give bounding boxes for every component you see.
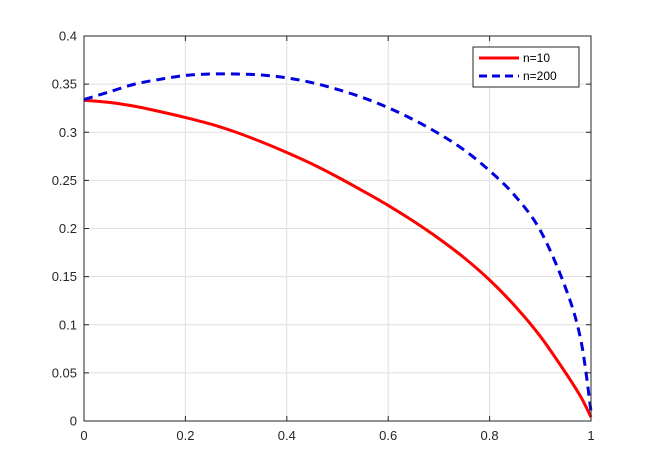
x-tick-label: 0.2 — [176, 428, 194, 443]
x-tick-label: 0.8 — [481, 428, 499, 443]
y-tick-label: 0.4 — [59, 29, 77, 44]
series-layer — [83, 72, 593, 418]
y-tick-label: 0.3 — [59, 125, 77, 140]
y-tick-label: 0.1 — [59, 317, 77, 332]
y-tick-label: 0.15 — [52, 269, 77, 284]
x-tick-label: 1 — [587, 428, 594, 443]
ticks: 0 0.2 0.4 0.6 0.8 1 0 0.05 0.1 0.15 0.2 0.25 0.3 0.35… — [52, 29, 595, 444]
x-tick-label: 0 — [80, 428, 87, 443]
x-tick-label: 0.6 — [379, 428, 397, 443]
x-tick-label: 0.4 — [278, 428, 296, 443]
series-line-2 — [83, 72, 593, 412]
y-tick-label: 0.35 — [52, 77, 77, 92]
legend-box — [472, 46, 580, 88]
legend-label-2: n=200 — [523, 69, 557, 83]
legend: n=10 n=200 — [472, 46, 580, 88]
y-tick-label: 0 — [70, 414, 77, 429]
legend-label-1: n=10 — [523, 51, 550, 65]
y-tick-label: 0.05 — [52, 365, 77, 380]
y-tick-label: 0.25 — [52, 173, 77, 188]
y-tick-label: 0.2 — [59, 221, 77, 236]
series-line-1 — [83, 98, 593, 418]
